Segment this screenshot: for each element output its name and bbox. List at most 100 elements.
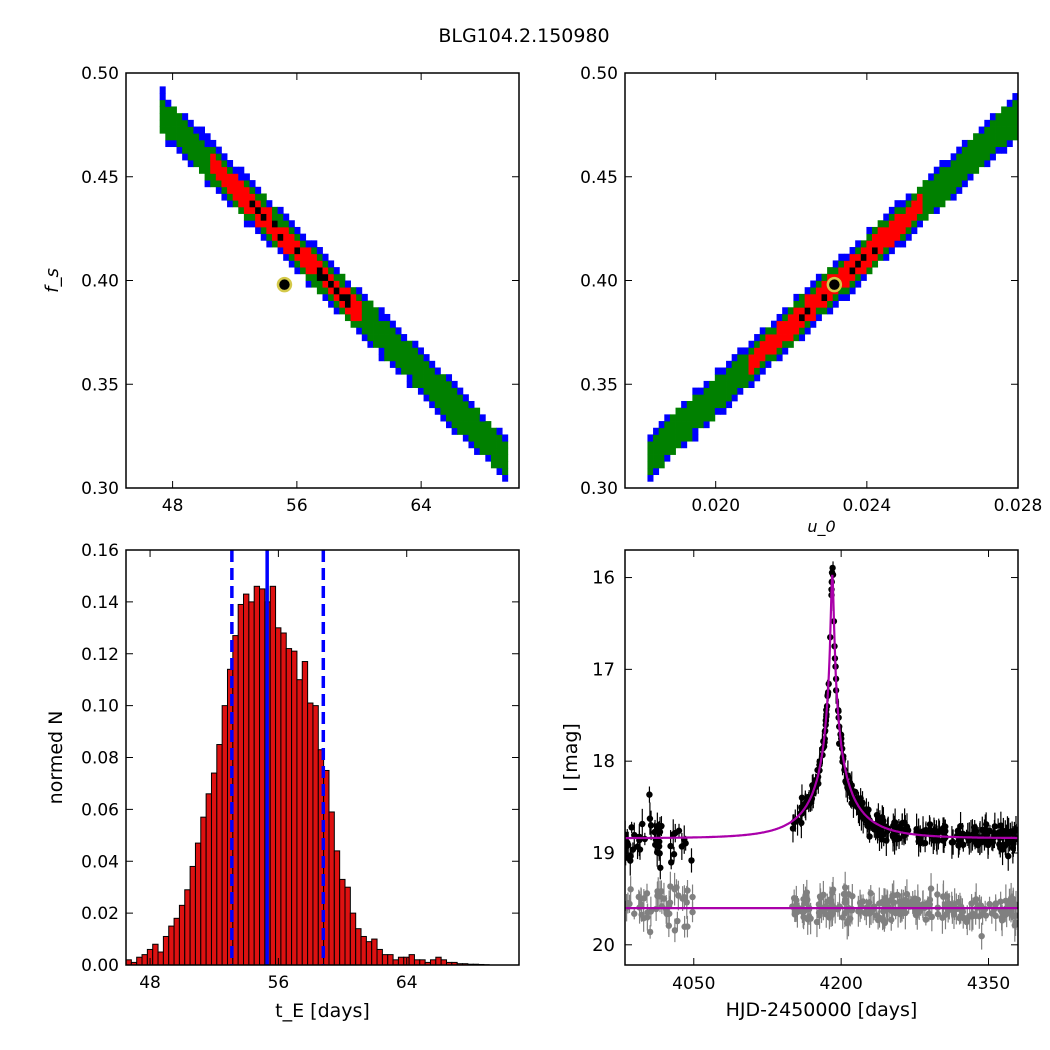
posterior-cell [271,240,278,248]
posterior-cell [838,260,845,268]
secondary-point [919,901,927,909]
posterior-cell [714,400,721,409]
posterior-cell [709,414,716,422]
posterior-cell [838,293,845,301]
posterior-cell [255,226,262,235]
posterior-cell [776,347,783,355]
primary-point [628,824,635,831]
primary-point [1008,828,1016,835]
posterior-cell [266,220,273,228]
posterior-cell [401,354,408,362]
primary-point [904,827,912,834]
histogram-bar [296,679,303,966]
posterior-cell [474,414,481,422]
y-tick-label: 0.45 [580,168,618,188]
posterior-cell [939,173,946,181]
posterior-cell [204,139,211,148]
posterior-cell [294,247,301,255]
posterior-cell [787,307,794,315]
posterior-cell [288,247,295,255]
posterior-cell [339,287,346,295]
posterior-cell [350,313,357,322]
posterior-cell [417,387,424,395]
posterior-cell [423,394,430,402]
secondary-point [844,919,851,927]
posterior-cell [182,153,189,161]
posterior-cell [417,347,424,355]
posterior-cell [266,200,273,208]
posterior-cell [165,119,172,127]
posterior-cell [249,180,256,188]
posterior-cell [406,380,413,388]
posterior-cell [1012,113,1019,121]
posterior-cell [429,367,436,375]
posterior-cell [973,133,980,141]
posterior-cell [238,186,245,194]
posterior-cell [468,407,475,415]
x-tick-label: 48 [162,496,184,516]
posterior-cell [193,153,200,161]
posterior-cell [277,220,284,228]
secondary-point [909,899,916,906]
posterior-cell [423,387,430,395]
posterior-cell [945,166,952,174]
primary-point [798,819,805,827]
histogram-bar [392,959,399,966]
posterior-cell [782,320,789,328]
posterior-cell [692,407,699,415]
posterior-cell [956,146,963,154]
posterior-cell [675,441,682,449]
posterior-cell [1012,106,1019,114]
secondary-point [829,886,837,893]
posterior-cell [742,354,749,362]
posterior-cell [350,287,357,295]
posterior-cell [300,253,307,261]
posterior-cell [664,447,671,455]
posterior-cell [759,354,766,362]
posterior-cell [277,233,284,241]
secondary-point [689,893,696,901]
posterior-cell [384,313,391,322]
posterior-cell [804,293,811,301]
posterior-cell [373,313,380,322]
posterior-cell [451,400,458,409]
posterior-cell [378,340,385,348]
posterior-cell [737,387,744,395]
posterior-cell [204,180,211,188]
secondary-point [955,898,962,906]
posterior-cell [888,206,895,214]
histogram-bar [413,959,421,966]
posterior-cell [905,226,912,235]
posterior-cell [669,414,676,422]
posterior-cell [793,307,800,315]
posterior-cell [198,153,205,161]
posterior-cell [793,327,800,335]
figure-title: BLG104.2.150980 [438,25,609,47]
posterior-cell [485,421,492,429]
posterior-cell [782,313,789,322]
primary-point [867,821,875,828]
posterior-cell [664,434,671,442]
secondary-point [638,911,645,918]
posterior-cell [159,93,166,101]
posterior-cell [1012,99,1019,107]
primary-point [798,794,806,801]
posterior-cell [776,340,783,348]
posterior-cell [159,99,166,107]
posterior-cell [900,213,907,221]
posterior-cell [288,226,295,235]
posterior-cell [900,206,907,214]
y-axis-label: normed N [45,711,67,805]
posterior-cell [429,400,436,409]
y-tick-label: 0.04 [81,852,119,872]
histogram-bar [275,627,282,966]
posterior-cell [916,206,923,214]
posterior-cell [737,367,744,375]
posterior-cell [339,280,346,288]
posterior-cell [395,334,402,342]
posterior-cell [726,374,733,382]
posterior-cell [221,186,228,194]
secondary-point [820,891,827,898]
primary-point [858,812,865,820]
posterior-cell [468,427,475,435]
